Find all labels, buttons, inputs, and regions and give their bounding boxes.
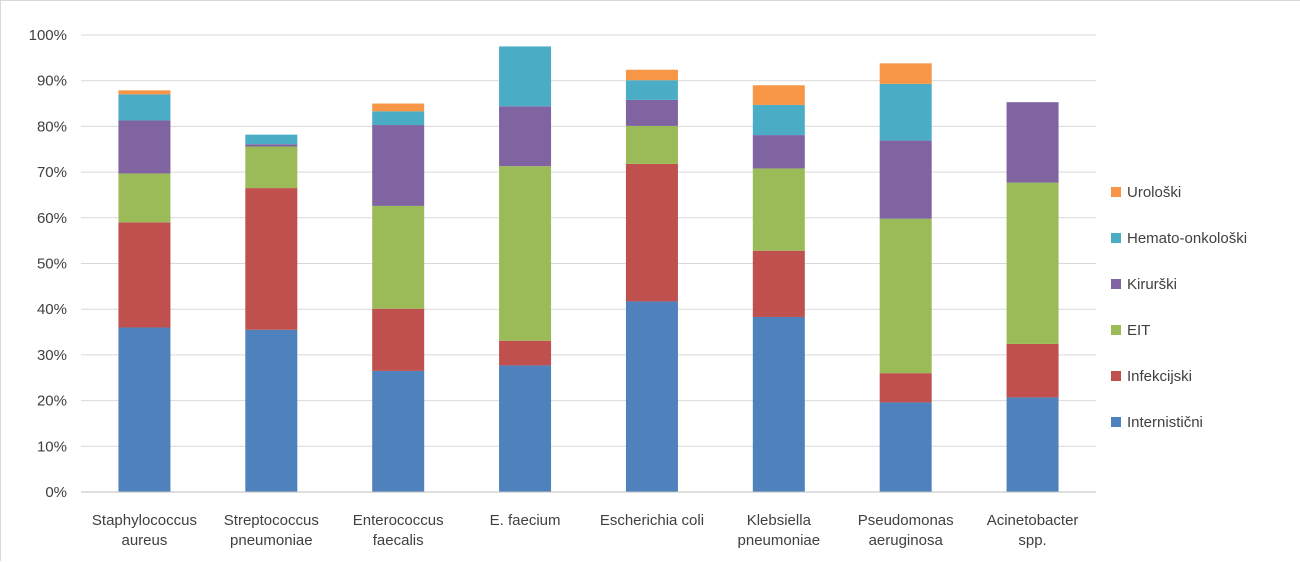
bar-segment [1006,343,1059,398]
legend-swatch [1111,325,1121,335]
bar-segment [625,301,678,492]
bar-segment [1006,102,1059,183]
legend-label: Infekcijski [1127,368,1192,385]
bar-segment [118,327,171,492]
bars [118,46,1059,492]
bar-segment [625,80,678,100]
bar-segment [625,163,678,302]
bar-segment [625,125,678,164]
bar-stack [372,103,425,492]
bar-segment [879,218,932,374]
bar-segment [879,83,932,141]
y-tick-label: 80% [37,118,67,135]
bar-segment [1006,397,1059,492]
bar-segment [245,144,298,147]
bar-segment [752,168,805,251]
bar-segment [372,308,425,371]
bar-stack [499,46,552,492]
x-tick-label: Klebsiella pneumoniae [738,512,821,549]
legend-label: Kirurški [1127,276,1177,293]
x-axis-ticks: Staphylococcus aureus Streptococcus pneumon… [92,512,1079,549]
y-tick-label: 30% [37,347,67,364]
bar-segment [625,69,678,81]
legend-label: Internistični [1127,414,1203,431]
bar-segment [752,135,805,169]
bar-segment [245,134,298,145]
bar-segment [118,173,171,223]
bar-segment [499,365,552,492]
bar-segment [1006,182,1059,344]
y-tick-label: 100% [29,27,67,44]
bar-segment [372,125,425,206]
x-tick-label: Enterococcus faecalis [353,512,444,549]
bar-segment [499,46,552,107]
legend-swatch [1111,417,1121,427]
bar-segment [372,103,425,112]
x-tick-label: Acinetobacter spp. [987,512,1079,549]
x-tick-label: Staphylococcus aureus [92,512,197,549]
bar-segment [499,106,552,167]
y-tick-label: 0% [45,484,67,501]
bar-segment [118,90,171,95]
legend-swatch [1111,187,1121,197]
y-tick-label: 50% [37,256,67,273]
bar-segment [372,370,425,492]
y-tick-label: 70% [37,164,67,181]
bar-stack [752,85,805,492]
bar-stack [1006,102,1059,492]
bar-stack [879,63,932,492]
legend-swatch [1111,279,1121,289]
x-tick-label: E. faecium [490,512,561,529]
x-tick-label: Streptococcus pneumoniae [224,512,319,549]
legend-item: Internistični [1111,414,1203,431]
x-tick-label: Pseudomonas aeruginosa [858,512,954,549]
bar-segment [879,63,932,84]
bar-segment [752,85,805,105]
bar-segment [625,99,678,126]
bar-segment [752,104,805,136]
legend-label: Urološki [1127,184,1181,201]
y-tick-label: 90% [37,73,67,90]
y-axis-ticks: 0% 10% 20% 30% 40% 50% 60% 70% 80% 90% 100% [29,27,67,501]
legend-swatch [1111,233,1121,243]
gridlines [81,34,1096,447]
bar-segment [879,140,932,219]
bar-segment [372,111,425,126]
legend-item: Kirurški [1111,276,1177,293]
bar-segment [752,316,805,492]
x-tick-label: Escherichia coli [600,512,704,529]
legend-label: Hemato-onkološki [1127,230,1247,247]
legend-label: EIT [1127,322,1150,339]
legend: Urološki Hemato-onkološki Kirurški EIT Infek… [1111,184,1247,431]
y-tick-label: 20% [37,393,67,410]
bar-segment [499,166,552,341]
legend-item: Hemato-onkološki [1111,230,1247,247]
y-tick-label: 40% [37,301,67,318]
bar-segment [118,94,171,121]
legend-item: EIT [1111,322,1150,339]
bar-stack [245,134,298,492]
bar-stack [118,90,171,492]
bar-segment [752,250,805,317]
y-tick-label: 60% [37,210,67,227]
bar-segment [879,373,932,403]
bar-segment [372,205,425,309]
bar-segment [245,188,298,330]
bar-segment [499,340,552,366]
legend-item: Infekcijski [1111,368,1192,385]
bar-segment [879,402,932,492]
bar-stack [625,69,678,492]
legend-swatch [1111,371,1121,381]
y-tick-label: 10% [37,438,67,455]
bar-segment [118,222,171,328]
bar-segment [245,146,298,189]
legend-item: Urološki [1111,184,1181,201]
bar-segment [245,329,298,492]
bar-segment [118,120,171,174]
